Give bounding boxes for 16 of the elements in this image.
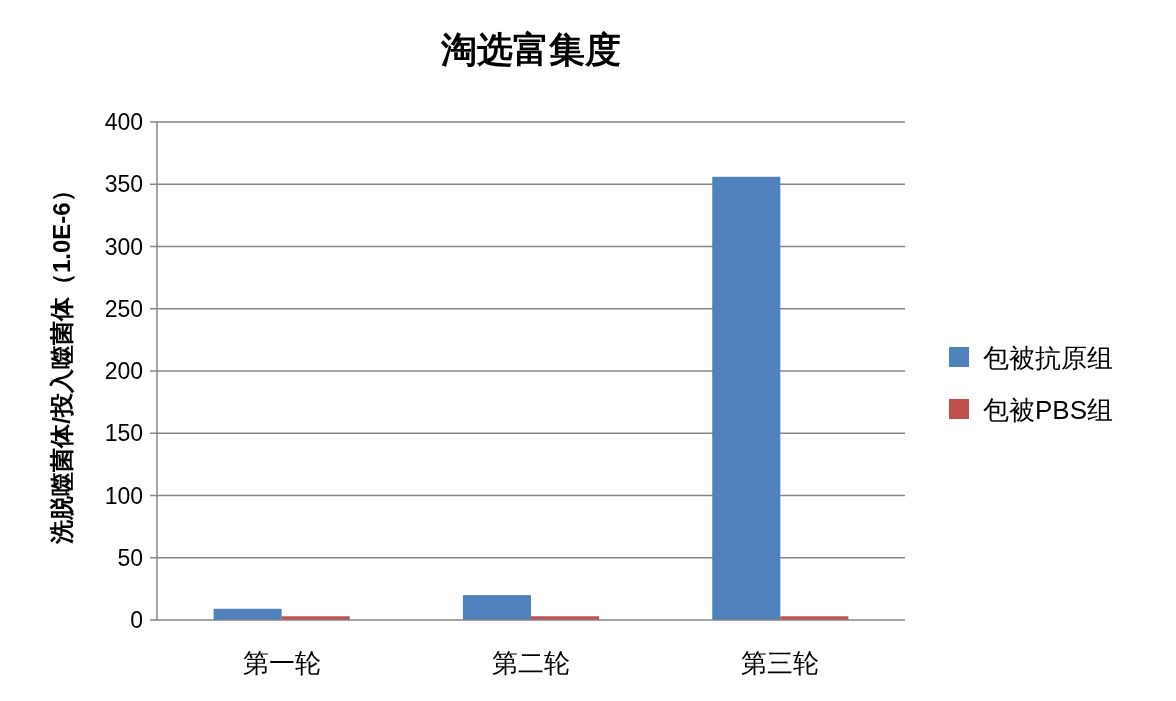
legend-label: 包被抗原组	[983, 343, 1113, 373]
y-tick-label: 200	[104, 358, 143, 384]
legend-label: 包被PBS组	[983, 395, 1114, 425]
y-tick-label: 100	[104, 482, 143, 509]
y-tick-label: 300	[104, 233, 143, 260]
y-tick-label: 250	[104, 295, 143, 322]
y-tick-label: 0	[130, 607, 143, 633]
y-tick-label: 150	[104, 420, 143, 447]
x-tick-label: 第一轮	[242, 648, 321, 678]
y-tick-label: 400	[104, 109, 143, 135]
y-axis-title: 洗脱噬菌体/投入噬菌体（1.0E-6）	[48, 178, 75, 545]
y-tick-label: 350	[104, 171, 143, 198]
y-tick-label: 50	[117, 544, 143, 571]
x-tick-label: 第二轮	[492, 648, 570, 678]
chart-title: 淘选富集度	[440, 28, 621, 70]
x-tick-label: 第三轮	[741, 648, 820, 678]
